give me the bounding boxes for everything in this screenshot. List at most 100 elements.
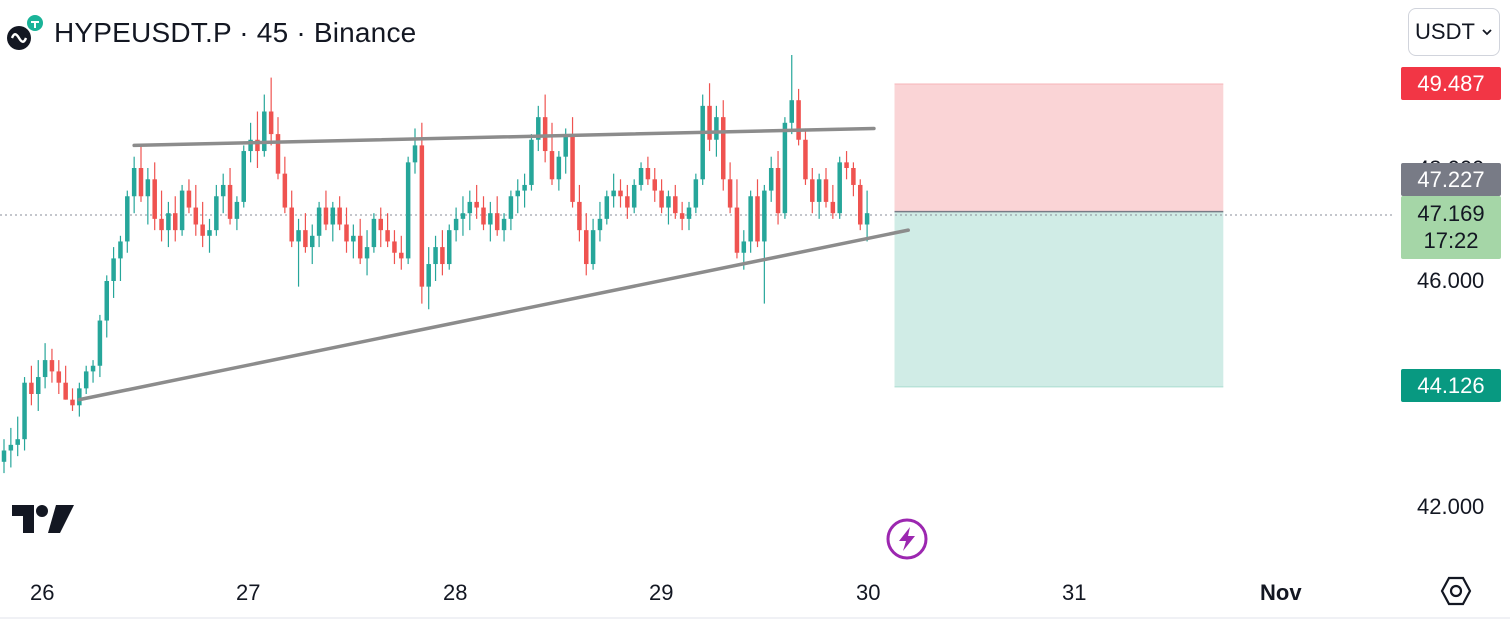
candle-body bbox=[549, 151, 555, 180]
candle-body bbox=[90, 365, 96, 372]
candle-body bbox=[625, 196, 630, 208]
risk-zone bbox=[894, 83, 1224, 212]
candle-body bbox=[522, 184, 527, 191]
target-level-tag[interactable]: 44.126 bbox=[1401, 369, 1501, 402]
candle-body bbox=[666, 196, 671, 208]
reward-zone bbox=[894, 211, 1224, 387]
candle-body bbox=[166, 213, 171, 231]
candle-body bbox=[241, 151, 246, 202]
candle-body bbox=[768, 168, 774, 191]
candle-body bbox=[179, 190, 185, 231]
currency-selector-button[interactable]: USDT bbox=[1408, 8, 1500, 56]
candle-body bbox=[152, 179, 157, 219]
tradingview-logo-icon[interactable] bbox=[12, 503, 74, 540]
candle-body bbox=[207, 230, 212, 236]
candle-body bbox=[734, 207, 740, 253]
candle-body bbox=[97, 320, 103, 366]
candle-body bbox=[125, 196, 130, 242]
trendlines[interactable] bbox=[77, 126, 910, 402]
candle-body bbox=[727, 179, 733, 208]
candle-body bbox=[337, 207, 342, 225]
candle-body bbox=[570, 134, 575, 202]
chevron-down-icon bbox=[1482, 29, 1492, 36]
candle-body bbox=[741, 241, 747, 253]
candle-body bbox=[762, 190, 767, 242]
entry-level-tag[interactable]: 47.227 bbox=[1401, 163, 1501, 196]
y-axis-tick: 42.000 bbox=[1417, 494, 1485, 519]
candle-body bbox=[214, 196, 219, 231]
candle-body bbox=[529, 139, 534, 185]
gear-icon[interactable] bbox=[1440, 575, 1472, 612]
x-axis-tick: 30 bbox=[856, 580, 881, 605]
candle-body bbox=[782, 122, 788, 214]
candle-body bbox=[104, 281, 109, 321]
candle-body bbox=[686, 207, 692, 219]
candle-body bbox=[638, 168, 644, 185]
candle-body bbox=[351, 235, 356, 242]
candle-body bbox=[15, 439, 20, 445]
candle-body bbox=[611, 190, 616, 197]
bar-countdown: 17:22 bbox=[1423, 228, 1479, 253]
stop-level-tag[interactable]: 49.487 bbox=[1401, 67, 1501, 100]
x-axis-tick: 26 bbox=[30, 580, 55, 605]
candle-body bbox=[679, 213, 685, 219]
candle-body bbox=[803, 139, 808, 180]
lightning-icon[interactable] bbox=[885, 517, 929, 566]
position-zones bbox=[894, 83, 1224, 388]
candle-body bbox=[111, 258, 116, 281]
candle-body bbox=[200, 224, 205, 236]
candle-body bbox=[227, 184, 233, 219]
candle-body bbox=[584, 230, 589, 265]
candle-body bbox=[138, 168, 144, 197]
candle-body bbox=[220, 184, 226, 197]
candle-body bbox=[816, 179, 822, 202]
candle-body bbox=[693, 179, 699, 208]
candle-body bbox=[844, 162, 849, 168]
candle-body bbox=[604, 196, 610, 219]
candle-body bbox=[631, 184, 637, 208]
candle-body bbox=[392, 241, 397, 253]
candle-body bbox=[858, 184, 863, 225]
candle-body bbox=[186, 190, 192, 208]
x-axis-tick: 31 bbox=[1062, 580, 1087, 605]
candle-body bbox=[77, 388, 82, 406]
candle-body bbox=[330, 207, 336, 225]
y-axis-tick: 46.000 bbox=[1417, 268, 1485, 293]
candle-body bbox=[289, 207, 294, 242]
candle-body bbox=[371, 218, 377, 248]
candle-body bbox=[145, 179, 151, 197]
candle-body bbox=[419, 145, 425, 287]
candle-body bbox=[481, 207, 486, 225]
candle-body bbox=[447, 230, 452, 265]
candle-body bbox=[159, 218, 164, 231]
candle-body bbox=[494, 213, 500, 231]
candle-body bbox=[474, 201, 479, 208]
candle-body bbox=[70, 399, 75, 406]
candle-body bbox=[508, 196, 514, 219]
candle-body bbox=[810, 179, 815, 202]
candle-body bbox=[303, 230, 308, 248]
candlestick-series bbox=[1, 55, 870, 474]
candle-body bbox=[268, 111, 274, 135]
candle-body bbox=[707, 105, 712, 140]
x-axis-tick: 29 bbox=[649, 580, 674, 605]
resistance-line[interactable] bbox=[132, 126, 876, 148]
candle-body bbox=[296, 230, 301, 242]
candle-body bbox=[515, 190, 520, 197]
x-axis-tick-month: Nov bbox=[1260, 580, 1302, 605]
candle-body bbox=[248, 139, 253, 152]
symbol-title[interactable]: HYPEUSDT.P · 45 · Binance bbox=[54, 17, 417, 48]
candle-body bbox=[618, 190, 623, 197]
candle-body bbox=[467, 201, 473, 214]
candle-body bbox=[556, 156, 562, 180]
x-axis-tick: 28 bbox=[443, 580, 468, 605]
candle-body bbox=[440, 247, 445, 265]
ascending-trendline[interactable] bbox=[77, 228, 910, 402]
candle-body bbox=[789, 100, 794, 123]
candle-body bbox=[399, 252, 404, 259]
candle-body bbox=[255, 139, 260, 152]
candle-body bbox=[323, 207, 329, 225]
candle-body bbox=[316, 207, 322, 236]
candle-body bbox=[426, 264, 431, 287]
